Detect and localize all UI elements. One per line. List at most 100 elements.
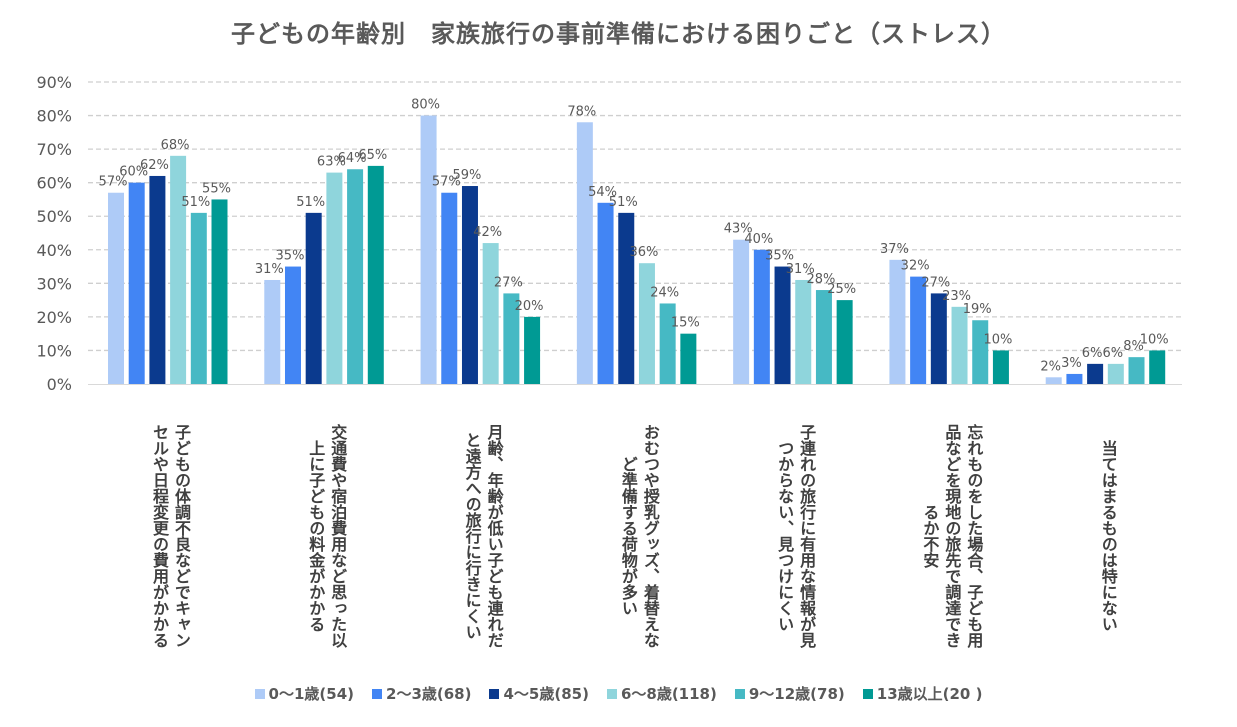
bar	[1128, 357, 1145, 384]
bar	[305, 212, 322, 384]
legend-swatch	[734, 688, 745, 699]
category-label: 子どもの体調不良などでキャン セルや日程変更の費用がかかる	[148, 398, 192, 673]
data-label: 32%	[901, 259, 930, 274]
legend-item: 0〜1歳(54)	[254, 683, 355, 704]
bar	[149, 175, 166, 384]
bar	[211, 199, 228, 384]
data-label: 2%	[1040, 359, 1061, 374]
bar	[461, 186, 478, 384]
category-label-line: 品などを現地の旅先で調達でき	[942, 423, 962, 648]
category-label: 忘れものをした場合、子ども用 品などを現地の旅先で調達でき るか不安	[918, 398, 984, 673]
bar	[420, 115, 437, 385]
bar	[1149, 350, 1166, 384]
bar	[482, 243, 499, 384]
category-label: おむつや授乳グッズ、着替えな ど準備する荷物が多い	[617, 398, 661, 673]
bar	[441, 192, 458, 384]
bar	[836, 300, 853, 384]
legend-swatch	[862, 688, 873, 699]
legend-item: 6〜8歳(118)	[606, 683, 717, 704]
data-label: 54%	[588, 185, 617, 200]
data-label: 37%	[880, 242, 909, 257]
legend-swatch	[372, 688, 383, 699]
category-label-line: ど準備する荷物が多い	[618, 455, 638, 616]
bar	[1087, 363, 1104, 384]
category-label-line: 月齢、年齢が低い子ども連れだ	[484, 423, 504, 648]
data-label: 8%	[1123, 339, 1144, 354]
data-label: 10%	[983, 332, 1012, 347]
data-label: 59%	[453, 168, 482, 183]
bar	[638, 263, 655, 384]
data-label: 68%	[161, 138, 190, 153]
data-label: 31%	[255, 262, 284, 277]
data-label: 63%	[317, 155, 346, 170]
category-label: 当てはまるものは特にない	[1097, 398, 1119, 673]
category-label-line: 忘れものをした場合、子ども用	[964, 423, 984, 648]
bar	[795, 279, 812, 384]
data-label: 64%	[338, 151, 367, 166]
y-tick-label: 80%	[36, 107, 72, 126]
data-label: 57%	[432, 175, 461, 190]
bar	[170, 155, 187, 384]
y-tick-label: 40%	[36, 241, 72, 260]
category-label: 子連れの旅行に有用な情報が見 つからない、見つけにくい	[773, 398, 817, 673]
data-label: 35%	[276, 249, 305, 264]
data-label: 78%	[567, 104, 596, 119]
bar	[576, 122, 593, 385]
bar	[367, 165, 384, 384]
bar	[992, 350, 1009, 384]
legend-label: 9〜12歳(78)	[748, 685, 845, 703]
bar	[774, 266, 791, 384]
bar	[680, 333, 697, 384]
bar	[733, 239, 750, 384]
bar	[753, 249, 770, 384]
legend-label: 6〜8歳(118)	[620, 685, 717, 703]
data-label: 3%	[1061, 356, 1082, 371]
bar	[128, 182, 145, 384]
bar	[972, 320, 989, 384]
data-label: 80%	[411, 98, 440, 113]
data-label: 40%	[744, 232, 773, 247]
data-label: 27%	[921, 275, 950, 290]
data-label: 10%	[1140, 332, 1169, 347]
data-label: 51%	[296, 195, 325, 210]
y-tick-label: 30%	[36, 274, 72, 293]
legend-label: 2〜3歳(68)	[386, 685, 472, 703]
data-label: 60%	[119, 165, 148, 180]
data-label: 6%	[1103, 346, 1124, 361]
data-label: 51%	[181, 195, 210, 210]
bar	[951, 306, 968, 384]
data-label: 24%	[650, 285, 679, 300]
y-tick-label: 60%	[36, 174, 72, 193]
category-label: 交通費や宿泊費用など思った以 上に子どもの料金がかかる	[304, 398, 348, 673]
legend-item: 4〜5歳(85)	[489, 683, 589, 704]
data-label: 62%	[140, 158, 169, 173]
bar	[889, 259, 906, 384]
category-label-line: 子どもの体調不良などでキャン	[172, 423, 191, 648]
data-label: 19%	[963, 302, 992, 317]
bar	[284, 266, 301, 384]
bar	[1045, 377, 1062, 384]
data-label: 51%	[609, 195, 638, 210]
legend-item: 13歳以上(20 )	[862, 683, 982, 704]
bar	[930, 293, 947, 384]
bar	[1107, 363, 1124, 384]
data-label: 42%	[473, 225, 502, 240]
data-label: 6%	[1082, 346, 1103, 361]
bar	[503, 293, 520, 384]
category-label-line: 子連れの旅行に有用な情報が見	[797, 423, 817, 648]
y-tick-label: 0%	[47, 375, 72, 394]
legend-swatch	[606, 688, 617, 699]
legend-swatch	[254, 688, 265, 699]
legend-item: 9〜12歳(78)	[734, 683, 845, 704]
bar	[524, 316, 541, 384]
data-label: 28%	[806, 272, 835, 287]
bar	[326, 172, 343, 384]
legend-label: 0〜1歳(54)	[268, 685, 355, 703]
category-label: 月齢、年齢が低い子ども連れだ と遠方への旅行に行きにくい	[461, 398, 505, 673]
legend-swatch	[489, 688, 500, 699]
category-label-line: 上に子どもの料金がかかる	[306, 439, 326, 632]
y-tick-label: 20%	[36, 308, 72, 327]
data-label: 65%	[358, 148, 387, 163]
bar	[618, 212, 635, 384]
